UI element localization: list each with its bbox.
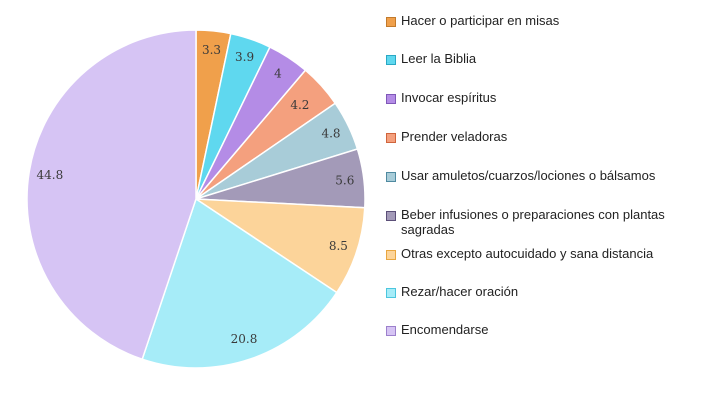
- legend-label: Hacer o participar en misas: [401, 13, 560, 28]
- slice-value-label: 3.3: [202, 43, 221, 57]
- legend-item: Beber infusiones o preparaciones con pla…: [386, 207, 681, 237]
- legend-label: Usar amuletos/cuarzos/lociones o bálsamo…: [401, 168, 656, 183]
- slice-value-label: 20.8: [231, 332, 258, 346]
- legend-label: Prender veladoras: [401, 129, 508, 144]
- legend-swatch: [386, 326, 396, 336]
- legend-swatch: [386, 17, 396, 27]
- slice-value-label: 4.2: [290, 98, 309, 112]
- legend-item: Encomendarse: [386, 322, 681, 337]
- legend-label: Invocar espíritus: [401, 90, 497, 105]
- legend-swatch: [386, 250, 396, 260]
- legend-item: Otras excepto autocuidado y sana distanc…: [386, 246, 681, 261]
- legend-swatch: [386, 55, 396, 65]
- legend-label: Beber infusiones o preparaciones con pla…: [401, 207, 665, 237]
- pie-slice-7: [193, 198, 366, 294]
- slice-value-label: 4: [274, 66, 282, 80]
- slice-value-label: 44.8: [37, 168, 64, 182]
- legend-item: Hacer o participar en misas: [386, 13, 681, 28]
- pie-value-labels: 3.3 3.9 4 4.2 4.8 5.6 8.5 20.8 44.8: [37, 43, 355, 346]
- legend-item: Rezar/hacer oración: [386, 284, 681, 299]
- legend-label: Leer la Biblia: [401, 51, 477, 66]
- slice-value-label: 4.8: [321, 127, 340, 141]
- pie-slice-9: [26, 29, 197, 361]
- legend-item: Leer la Biblia: [386, 51, 681, 66]
- legend-swatch: [386, 211, 396, 221]
- pie-slice-8: [141, 197, 338, 369]
- legend-label: Encomendarse: [401, 322, 489, 337]
- legend-swatch: [386, 288, 396, 298]
- slice-value-label: 8.5: [329, 239, 348, 253]
- legend-swatch: [386, 94, 396, 104]
- legend-item: Invocar espíritus: [386, 90, 681, 105]
- legend-item: Prender veladoras: [386, 129, 681, 144]
- legend-label: Rezar/hacer oración: [401, 284, 519, 299]
- legend-swatch: [386, 172, 396, 182]
- slice-value-label: 3.9: [235, 50, 254, 64]
- chart-legend: Hacer o participar en misas Leer la Bibli…: [386, 0, 702, 415]
- slice-value-label: 5.6: [335, 173, 354, 187]
- pie-slices: [26, 29, 366, 369]
- legend-swatch: [386, 133, 396, 143]
- legend-label: Otras excepto autocuidado y sana distanc…: [401, 246, 654, 261]
- legend-item: Usar amuletos/cuarzos/lociones o bálsamo…: [386, 168, 681, 183]
